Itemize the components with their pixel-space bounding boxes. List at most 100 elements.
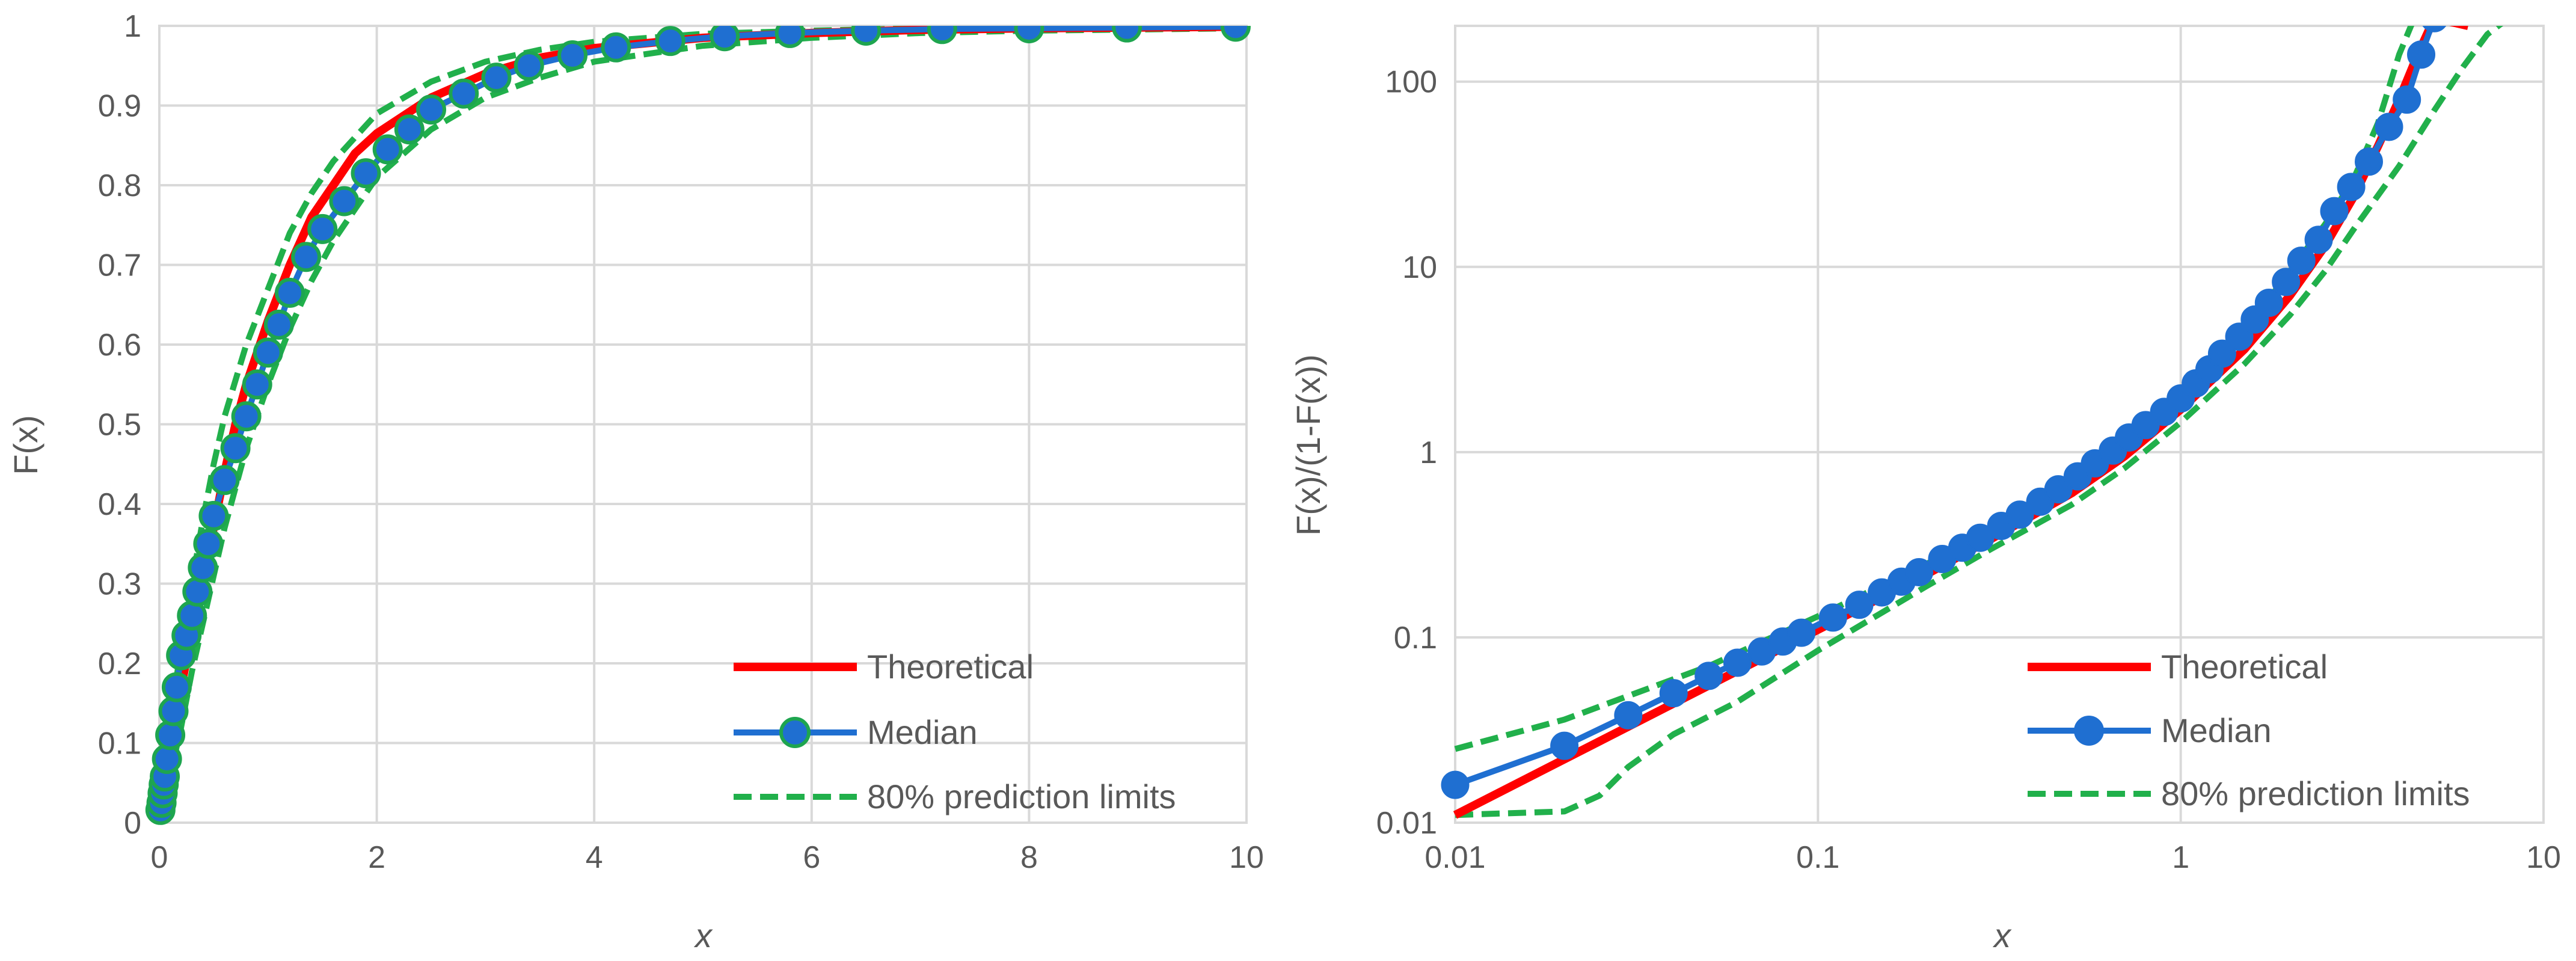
cdf-legend-theoretical-label: Theoretical (867, 648, 1034, 686)
odds-y-tick-label: 10 (1402, 250, 1437, 285)
cdf-median-point (231, 401, 262, 432)
cdf-x-tick-label: 6 (803, 840, 820, 875)
cdf-median-point (514, 51, 544, 81)
odds-median-point (1614, 701, 1643, 729)
cdf-median-point (198, 500, 229, 531)
odds-legend-theoretical-label: Theoretical (2161, 648, 2328, 686)
odds-median-point (2044, 475, 2073, 504)
cdf-y-tick-label: 0.3 (98, 567, 141, 602)
odds-median-point (1787, 618, 1816, 647)
cdf-y-tick-label: 0.4 (98, 487, 141, 522)
odds-tick-labels: 0.01 0.1 1 10 100 0.01 0.1 1 10 (1376, 65, 2561, 875)
odds-median-point (2304, 226, 2333, 254)
cdf-median-point (449, 78, 479, 109)
cdf-median-point (242, 369, 272, 400)
cdf-legend-median-label: Median (867, 713, 978, 751)
odds-median-point (1441, 770, 1470, 799)
cdf-median-point (927, 26, 957, 45)
cdf-median-point (307, 213, 338, 244)
cdf-median-point (1220, 26, 1251, 42)
cdf-y-tick-label: 0.5 (98, 408, 141, 443)
cdf-median-point (274, 277, 305, 308)
cdf-y-tick-label: 0.6 (98, 328, 141, 363)
cdf-median-point (655, 26, 685, 57)
odds-x-tick-label: 10 (2526, 840, 2561, 875)
cdf-median-point (263, 309, 294, 340)
cdf-median-point (557, 40, 588, 71)
cdf-x-tick-label: 4 (586, 840, 603, 875)
odds-legend: Theoretical Median 80% prediction limits (2028, 648, 2470, 812)
cdf-median-point (481, 63, 512, 93)
odds-x-tick-label: 0.1 (1796, 840, 1839, 875)
cdf-x-axis-label: x (693, 916, 713, 954)
cdf-legend: Theoretical Median 80% prediction limits (734, 648, 1176, 815)
odds-median-point (2355, 147, 2384, 176)
odds-median-point (2422, 26, 2447, 32)
cdf-series-group (145, 26, 1251, 825)
odds-median-point (2207, 339, 2236, 368)
cdf-median-point (774, 26, 805, 48)
odds-legend-limits-label: 80% prediction limits (2161, 775, 2470, 812)
odds-y-tick-label: 0.01 (1376, 806, 1437, 841)
cdf-x-tick-label: 10 (1229, 840, 1264, 875)
cdf-legend-median-marker (779, 717, 811, 748)
cdf-y-tick-label: 1 (124, 9, 141, 44)
cdf-x-tick-label: 8 (1020, 840, 1038, 875)
cdf-median-point (209, 465, 240, 496)
cdf-legend-limits-label: 80% prediction limits (867, 778, 1176, 815)
odds-y-axis-label: F(x)/(1-F(x)) (1289, 354, 1327, 536)
cdf-plot-frame (158, 25, 1248, 824)
cdf-y-tick-label: 0.8 (98, 168, 141, 203)
cdf-median-point (1014, 26, 1044, 43)
odds-legend-median-marker (2074, 716, 2104, 746)
odds-series-prediction-limit-line (1455, 26, 2504, 818)
odds-median-point (2375, 112, 2403, 141)
odds-median-point (1905, 557, 1934, 586)
cdf-y-tick-label: 0 (124, 806, 141, 841)
cdf-median-point (253, 337, 283, 368)
cdf-median-point (1112, 26, 1142, 43)
odds-median-point (2393, 85, 2421, 114)
cdf-median-point (177, 600, 207, 631)
odds-series (1441, 26, 2504, 819)
cdf-tick-labels: 00.10.20.30.40.50.60.70.80.910 2 4 6 8 10 (98, 9, 1264, 875)
odds-y-tick-label: 100 (1385, 65, 1437, 100)
odds-median-point (1723, 648, 1752, 677)
chart-cdf: 00.10.20.30.40.50.60.70.80.910 2 4 6 8 10 x F… (7, 9, 1264, 954)
cdf-median-point (182, 576, 213, 607)
cdf-median-point (291, 242, 322, 272)
cdf-x-tick-label: 0 (151, 840, 168, 875)
cdf-median-point (601, 32, 631, 63)
odds-median-point (2320, 197, 2349, 226)
cdf-median-point (372, 134, 403, 165)
cdf-median-point (161, 672, 192, 702)
odds-median-point (1550, 731, 1579, 760)
cdf-median-point (220, 433, 251, 464)
cdf-y-tick-label: 0.2 (98, 646, 141, 681)
odds-median-point (1659, 679, 1688, 708)
odds-median-point (1818, 603, 1847, 632)
odds-median-point (1845, 591, 1874, 619)
cdf-median-point (329, 186, 360, 216)
odds-median-point (2407, 40, 2436, 69)
odds-x-axis-label: x (1992, 916, 2012, 954)
odds-median-point (2272, 268, 2301, 296)
odds-plot-frame (1454, 25, 2545, 824)
odds-x-tick-label: 1 (2172, 840, 2189, 875)
odds-legend-median-label: Median (2161, 711, 2272, 749)
odds-y-tick-label: 0.1 (1394, 621, 1437, 656)
cdf-median-point (193, 529, 224, 559)
odds-x-tick-label: 0.01 (1424, 840, 1485, 875)
odds-gridlines (1454, 25, 2545, 824)
cdf-y-tick-label: 0.7 (98, 248, 141, 283)
odds-median-point (2005, 500, 2034, 529)
odds-median-point (1694, 662, 1723, 690)
cdf-x-tick-label: 2 (368, 840, 385, 875)
odds-median-point (2254, 289, 2283, 318)
cdf-median-point (351, 158, 381, 189)
cdf-median-point (851, 26, 882, 46)
cdf-y-tick-label: 0.9 (98, 89, 141, 124)
